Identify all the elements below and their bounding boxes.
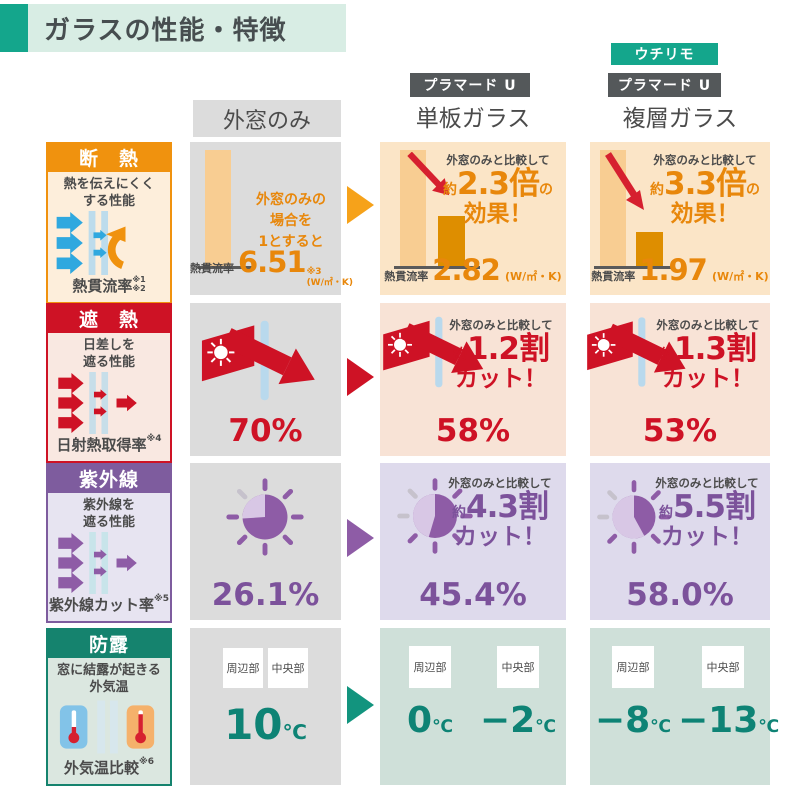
uv-cut-value: 45.4%: [419, 577, 527, 613]
uv-label-card: 紫外線 紫外線を 遮る性能: [46, 463, 172, 623]
condensation-double-glass-cell: 周辺部 −8℃ 中央部 −13℃: [590, 628, 780, 785]
uv-double-glass-cell: 外窓のみと比較して 約5.5割 カット！ 58.0%: [590, 463, 770, 620]
uv-block-icon: [58, 531, 137, 594]
bar-baseline: [394, 266, 480, 269]
title-accent-square: [0, 4, 28, 52]
heat-shading-description: 日差しを 遮る性能: [82, 338, 135, 370]
edge-temp: −8℃: [594, 700, 672, 741]
edge-label: 周辺部: [409, 646, 451, 688]
row-insulation: 断 熱 熱を伝えにくく する性能: [0, 142, 800, 304]
insulation-icon: [56, 210, 126, 275]
result-bar: [636, 149, 663, 267]
insulation-label-card: 断 熱 熱を伝えにくく する性能: [46, 142, 172, 304]
solar-gain-value: 58%: [435, 413, 511, 449]
condensation-description: 窓に結露が起きる 外気温: [57, 663, 161, 695]
uv-sun-pie-icon: [397, 478, 473, 554]
edge-temp-group: 周辺部 −8℃: [590, 646, 676, 741]
heat-shading-row-title: 遮 熱: [46, 303, 172, 333]
comparison-callout: 外窓のみと比較して 約1.3割 カット！: [656, 318, 760, 392]
uv-cut-value: 26.1%: [211, 577, 320, 613]
column-header-outer-window-only: 外窓のみ: [193, 100, 341, 137]
bar-baseline: [594, 266, 672, 269]
edge-label: 周辺部: [612, 646, 654, 688]
sun-through-glass-icon: [587, 317, 686, 387]
arrow-right-icon: [347, 186, 374, 224]
heat-shading-outer-only-cell: 70%: [190, 303, 341, 456]
page-title: ガラスの性能・特徴: [44, 15, 287, 46]
row-uv: 紫外線 紫外線を 遮る性能: [0, 463, 800, 623]
solar-gain-value: 70%: [228, 413, 303, 449]
u-value-line: 熱貫流率 2.82 (W/㎡・K): [384, 253, 562, 287]
condensation-row-title: 防露: [46, 628, 172, 658]
condensation-single-glass-cell: 周辺部 0℃ 中央部 −2℃: [380, 628, 566, 785]
row-heat-shading: 遮 熱 日差しを 遮る性能: [0, 303, 800, 463]
footnote-refs: ※1 ※2: [132, 274, 146, 294]
heat-shading-label-card: 遮 熱 日差しを 遮る性能: [46, 303, 172, 463]
center-temp-group: 中央部 −2℃: [476, 646, 560, 741]
uv-single-glass-cell: 外窓のみと比較して 約4.3割 カット！ 45.4%: [380, 463, 566, 620]
edge-label: 周辺部: [223, 648, 263, 688]
center-temp-group: 中央部 −13℃: [678, 646, 780, 741]
comparison-callout: 外窓のみと比較して 約5.5割 カット！: [655, 476, 759, 550]
column-header-single-glass: 単板ガラス: [415, 106, 531, 132]
result-bar: [438, 149, 465, 267]
bar-baseline: [198, 266, 254, 269]
condensation-label-card: 防露 窓に結露が起きる 外気温: [46, 628, 172, 786]
red-down-arrow-icon: [605, 152, 644, 210]
center-label: 中央部: [702, 646, 744, 688]
reference-note: 外窓のみの 場合を 1とすると: [256, 192, 326, 250]
u-value-line: 熱貫流率 6.51 ※3 (W/㎡・K): [190, 245, 353, 289]
insulation-double-glass-cell: 外窓のみと比較して 約3.3倍の 効果！ 熱貫流率 1.97 (W/㎡・K): [590, 142, 770, 295]
column-header-double-glass: 複層ガラス: [622, 106, 738, 132]
plamado-u-badge-col2: プラマード U: [410, 73, 530, 97]
row-condensation: 防露 窓に結露が起きる 外気温: [0, 628, 800, 786]
arrow-right-icon: [347, 686, 374, 724]
heat-shading-double-glass-cell: 外窓のみと比較して 約1.3割 カット！ 53%: [587, 303, 770, 456]
heat-shading-icon: [58, 371, 137, 434]
arrow-right-icon: [347, 358, 374, 396]
insulation-single-glass-cell: 外窓のみと比較して 約2.3倍の 効果！ 熱貫流率 2.82 (W/㎡・K): [380, 142, 566, 295]
uv-outer-only-cell: 26.1%: [190, 463, 341, 620]
sun-through-glass-icon: [201, 320, 315, 401]
sun-through-glass-icon: [383, 316, 484, 388]
heat-shading-metric-label: 日射熱取得率※4: [56, 433, 162, 454]
uchirimo-badge: ウチリモ: [611, 43, 718, 65]
uv-sun-pie-icon: [597, 480, 671, 554]
center-temp: −2℃: [479, 700, 557, 741]
uv-description: 紫外線を 遮る性能: [82, 498, 135, 530]
comparison-callout: 外窓のみと比較して 約2.3倍の 効果！: [443, 153, 553, 227]
center-label: 中央部: [497, 646, 539, 688]
thermometers-icon: [59, 700, 155, 754]
condensation-temp: 10℃: [224, 700, 307, 749]
uv-sun-pie-icon: [226, 478, 304, 556]
heat-shading-single-glass-cell: 外窓のみと比較して 約1.2割 カット！ 58%: [380, 303, 566, 456]
red-down-arrow-icon: [407, 152, 450, 196]
center-temp: −13℃: [678, 700, 780, 741]
uv-row-title: 紫外線: [46, 463, 172, 493]
center-label: 中央部: [268, 648, 308, 688]
solar-gain-value: 53%: [642, 413, 718, 449]
uv-metric-label: 紫外線カット率※5: [48, 593, 170, 614]
plamado-u-badge-col3: プラマード U: [608, 73, 721, 97]
condensation-metric-label: 外気温比較※6: [63, 756, 155, 777]
condensation-outer-only-cell: 周辺部 中央部 10℃: [190, 628, 341, 785]
comparison-callout: 外窓のみと比較して 約3.3倍の 効果！: [650, 153, 760, 227]
reference-bar: [205, 149, 231, 267]
edge-temp-group: 周辺部 0℃: [390, 646, 470, 741]
insulation-row-title: 断 熱: [46, 142, 172, 172]
arrow-right-icon: [347, 519, 374, 557]
uv-cut-value: 58.0%: [626, 577, 734, 613]
comparison-callout: 外窓のみと比較して 約4.3割 カット！: [448, 476, 552, 550]
title-bar: ガラスの性能・特徴: [28, 4, 346, 52]
comparison-callout: 外窓のみと比較して 約1.2割 カット！: [449, 318, 553, 392]
insulation-outer-only-cell: 外窓のみの 場合を 1とすると 熱貫流率 6.51 ※3 (W/㎡・K): [190, 142, 353, 295]
insulation-metric-label: 熱貫流率 ※1 ※2: [72, 274, 146, 295]
u-value-line: 熱貫流率 1.97 (W/㎡・K): [591, 253, 769, 287]
edge-temp: 0℃: [407, 700, 453, 741]
insulation-description: 熱を伝えにくく する性能: [63, 177, 155, 209]
